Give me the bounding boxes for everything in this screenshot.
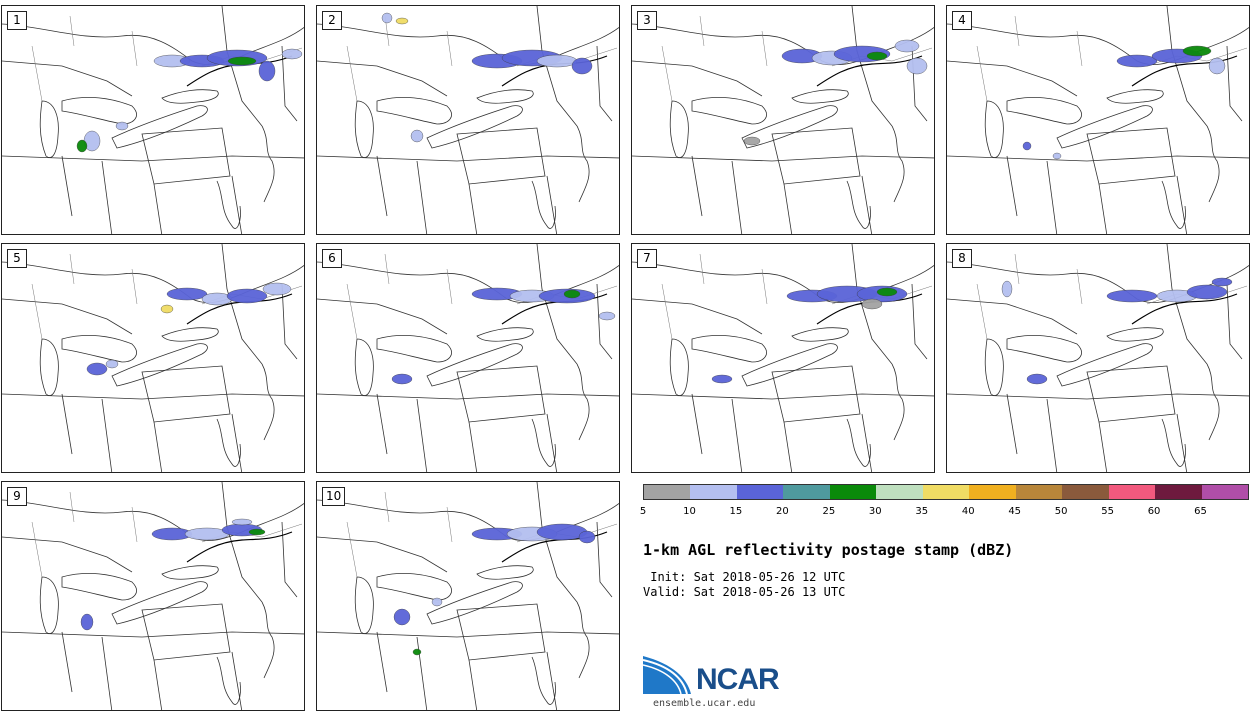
member-number: 9 (7, 487, 27, 506)
colorbar-tick-label: 65 (1194, 506, 1207, 517)
colorbar-swatch-8 (1015, 485, 1063, 499)
valid-time: Valid: Sat 2018-05-26 13 UTC (643, 585, 846, 599)
basemap-svg (632, 6, 934, 234)
colorbar-tick-label: 35 (915, 506, 929, 517)
colorbar-tick-label: 5 (639, 506, 647, 517)
map-panel-8: 8 (946, 243, 1250, 473)
init-time: Init: Sat 2018-05-26 12 UTC (643, 570, 846, 584)
logo-url: ensemble.ucar.edu (653, 698, 756, 709)
member-number: 6 (322, 249, 342, 268)
basemap-svg (2, 6, 304, 234)
basemap-svg (2, 244, 304, 472)
basemap-svg (317, 482, 619, 710)
basemap-svg (947, 244, 1249, 472)
colorbar-tick-label: 40 (961, 506, 975, 517)
colorbar-swatch-7 (969, 485, 1016, 499)
colorbar-swatch-2 (736, 485, 784, 499)
colorbar-swatch-6 (922, 485, 970, 499)
basemap-svg (947, 6, 1249, 234)
colorbar (643, 484, 1249, 500)
colorbar-swatch-5 (876, 485, 923, 499)
colorbar-tick-label: 60 (1147, 506, 1161, 517)
member-number: 4 (952, 11, 972, 30)
ncar-logo-text: NCAR (696, 663, 780, 696)
chart-title: 1-km AGL reflectivity postage stamp (dBZ… (643, 541, 1014, 559)
map-panel-10: 10 (316, 481, 620, 711)
colorbar-swatch-4 (829, 485, 877, 499)
map-panel-1: 1 (1, 5, 305, 235)
colorbar-tick-label: 55 (1101, 506, 1114, 517)
colorbar-swatch-10 (1108, 485, 1156, 499)
colorbar-tick-label: 45 (1008, 506, 1022, 517)
member-number: 5 (7, 249, 27, 268)
colorbar-swatch-1 (690, 485, 737, 499)
colorbar-tick-label: 10 (683, 506, 696, 517)
map-panel-3: 3 (631, 5, 935, 235)
basemap-svg (317, 6, 619, 234)
map-panel-5: 5 (1, 243, 305, 473)
basemap-svg (317, 244, 619, 472)
map-panel-6: 6 (316, 243, 620, 473)
map-panel-4: 4 (946, 5, 1250, 235)
colorbar-swatch-12 (1201, 485, 1249, 499)
basemap-svg (632, 244, 934, 472)
basemap-svg (2, 482, 304, 710)
member-number: 8 (952, 249, 972, 268)
colorbar-tick-label: 15 (729, 506, 743, 517)
member-number: 2 (322, 11, 342, 30)
colorbar-legend: 5 10 15 20 25 30 35 40 45 50 55 60 65 (639, 484, 1249, 522)
member-number: 1 (7, 11, 27, 30)
colorbar-tick-label: 30 (868, 506, 882, 517)
colorbar-tick-label: 20 (776, 506, 789, 517)
map-panel-2: 2 (316, 5, 620, 235)
colorbar-tick-label: 50 (1054, 506, 1068, 517)
map-panel-9: 9 (1, 481, 305, 711)
colorbar-ticks: 5 10 15 20 25 30 35 40 45 50 55 60 65 (639, 506, 1249, 522)
colorbar-swatch-11 (1155, 485, 1202, 499)
colorbar-swatch-9 (1062, 485, 1109, 499)
colorbar-swatch-3 (783, 485, 830, 499)
member-number: 7 (637, 249, 657, 268)
map-panel-7: 7 (631, 243, 935, 473)
ncar-logo-icon (643, 656, 691, 695)
colorbar-tick-label: 25 (822, 506, 836, 517)
colorbar-swatch-0 (644, 485, 691, 499)
member-number: 10 (322, 487, 346, 506)
member-number: 3 (637, 11, 657, 30)
